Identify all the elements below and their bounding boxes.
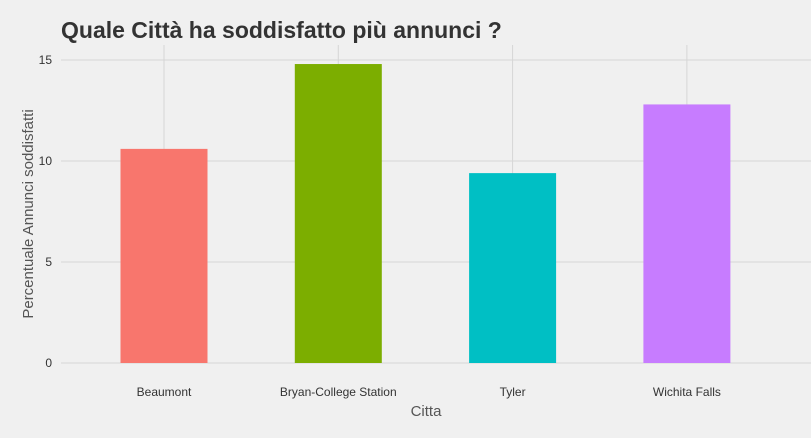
y-axis-title: Percentuale Annunci soddisfatti <box>20 109 37 318</box>
bar <box>294 64 382 363</box>
x-tick-label: Beaumont <box>137 385 192 399</box>
x-tick-label: Wichita Falls <box>653 385 721 399</box>
x-axis-title: Citta <box>411 403 443 420</box>
x-tick-label: Tyler <box>500 385 526 399</box>
bar <box>469 173 557 363</box>
bar <box>643 104 731 363</box>
bars <box>120 64 731 363</box>
y-tick-label: 5 <box>45 255 52 269</box>
chart-title: Quale Città ha soddisfatto più annunci ? <box>61 17 502 43</box>
y-axis-ticks: 0 5 10 15 <box>39 53 53 370</box>
y-tick-label: 0 <box>45 356 52 370</box>
bar <box>120 148 208 363</box>
x-axis-ticks: Beaumont Bryan-College Station Tyler Wichit… <box>137 385 721 399</box>
y-tick-label: 10 <box>39 154 53 168</box>
y-tick-label: 15 <box>39 53 53 67</box>
x-tick-label: Bryan-College Station <box>280 385 397 399</box>
